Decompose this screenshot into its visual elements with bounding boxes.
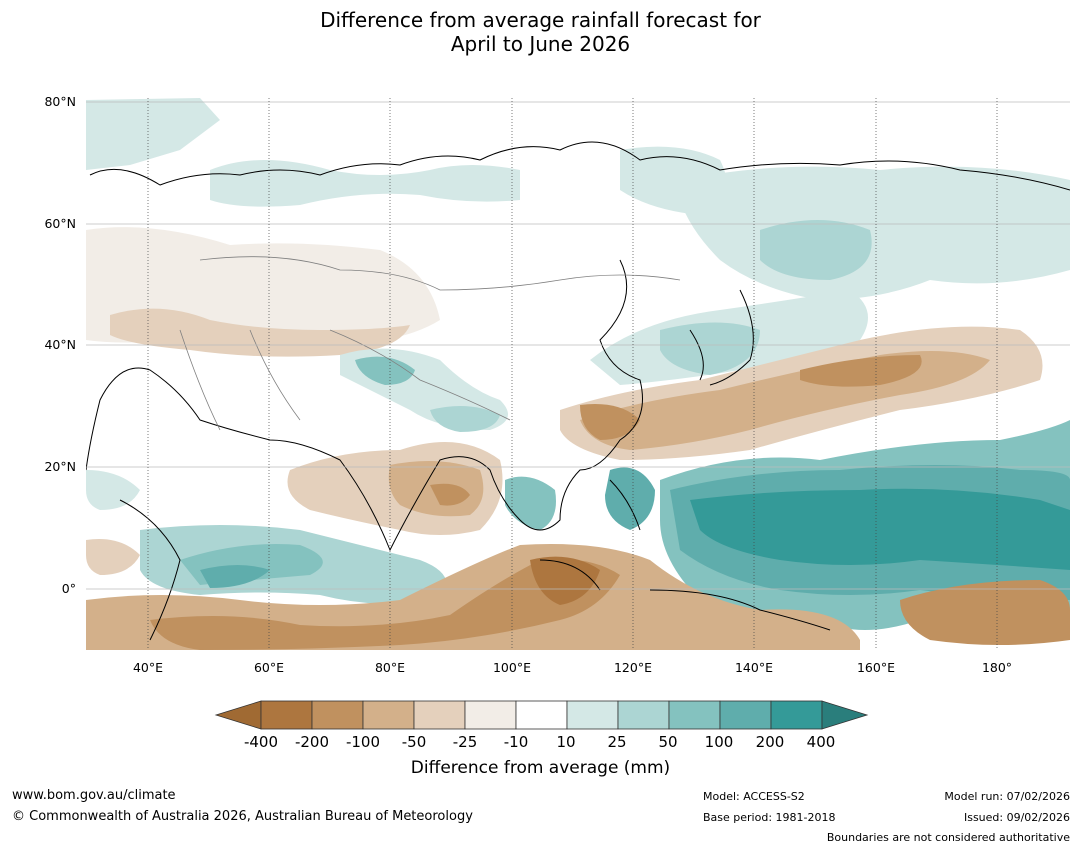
footer-disclaimer: Boundaries are not considered authoritat… (826, 831, 1070, 844)
lon-label-140e: 140°E (734, 660, 773, 675)
legend-tick: 400 (806, 733, 836, 751)
lat-label-40n: 40°N (44, 337, 76, 352)
wet-region-east-africa (86, 470, 140, 510)
legend-swatch (515, 700, 568, 730)
rainfall-anomaly-map (86, 98, 1070, 650)
legend-swatch (311, 700, 364, 730)
legend-swatch (668, 700, 721, 730)
legend-tick: -200 (294, 733, 330, 751)
wet-region-tibet-core (355, 356, 415, 385)
lon-label-180: 180° (981, 660, 1013, 675)
dry-region-pacific-band-3 (800, 355, 922, 387)
wet-region-tibet-south (430, 406, 500, 432)
lat-label-20n: 20°N (44, 459, 76, 474)
wet-region-korea (660, 322, 760, 375)
legend-swatch (617, 700, 670, 730)
legend-tick: 100 (704, 733, 734, 751)
legend-tick: -400 (243, 733, 279, 751)
wet-region-mekong (505, 476, 556, 530)
footer-copyright: © Commonwealth of Australia 2026, Austra… (12, 809, 473, 824)
legend-tick: -10 (503, 733, 529, 751)
map-frame (86, 98, 1070, 650)
legend-tick: -100 (345, 733, 381, 751)
dry-region-indonesia-core (530, 556, 600, 605)
wet-region-far-east-mid (760, 220, 872, 280)
footer-url: www.bom.gov.au/climate (12, 788, 176, 803)
wet-region-west-pacific-3 (690, 488, 1070, 570)
wet-region-indian-ocean-core2 (200, 565, 270, 588)
lon-label-80e: 80°E (374, 660, 406, 675)
legend-swatch (719, 700, 772, 730)
legend-swatch (260, 700, 313, 730)
title-line-2: April to June 2026 (450, 32, 631, 56)
wet-region-arctic-east (210, 160, 520, 207)
lon-label-60e: 60°E (253, 660, 285, 675)
gridlines (86, 98, 1070, 650)
legend-swatch (413, 700, 466, 730)
colorbar-label: Difference from average (mm) (410, 758, 671, 778)
dry-region-south-indian-2 (150, 559, 620, 650)
dry-region-china (580, 404, 640, 440)
legend-swatch (362, 700, 415, 730)
lon-label-40e: 40°E (132, 660, 164, 675)
legend-arrow-high (821, 700, 869, 730)
lon-label-120e: 120°E (613, 660, 652, 675)
wet-region-arctic (86, 98, 220, 170)
map-title: Difference from average rainfall forecas… (0, 8, 1081, 56)
lat-label-0: 0° (61, 581, 76, 596)
country-borders (179, 256, 681, 431)
dry-region-south-pacific (900, 580, 1070, 645)
lon-label-100e: 100°E (492, 660, 531, 675)
lon-label-160e: 160°E (856, 660, 895, 675)
dry-region-bay-core (430, 483, 470, 506)
footer-model-run: Model run: 07/02/2026 (944, 790, 1070, 803)
legend-swatch (464, 700, 517, 730)
legend-swatch (566, 700, 619, 730)
legend-tick: 50 (658, 733, 678, 751)
title-line-1: Difference from average rainfall forecas… (320, 8, 761, 32)
legend-tick: 10 (556, 733, 576, 751)
anomaly-field (86, 98, 1070, 650)
footer-base-period: Base period: 1981-2018 (703, 811, 836, 824)
legend-tick: -25 (452, 733, 478, 751)
legend-swatch (770, 700, 823, 730)
legend-arrow-low (214, 700, 262, 730)
lat-label-80n: 80°N (44, 94, 76, 109)
footer-issued: Issued: 09/02/2026 (963, 811, 1070, 824)
colorbar (214, 700, 869, 730)
coastlines (86, 141, 1070, 641)
legend-tick: 25 (607, 733, 627, 751)
footer-model: Model: ACCESS-S2 (703, 790, 805, 803)
lat-label-60n: 60°N (44, 216, 76, 231)
wet-region-philippines (605, 467, 655, 530)
dry-region-east-africa (86, 539, 140, 575)
legend-tick: 200 (755, 733, 785, 751)
legend-tick: -50 (401, 733, 427, 751)
